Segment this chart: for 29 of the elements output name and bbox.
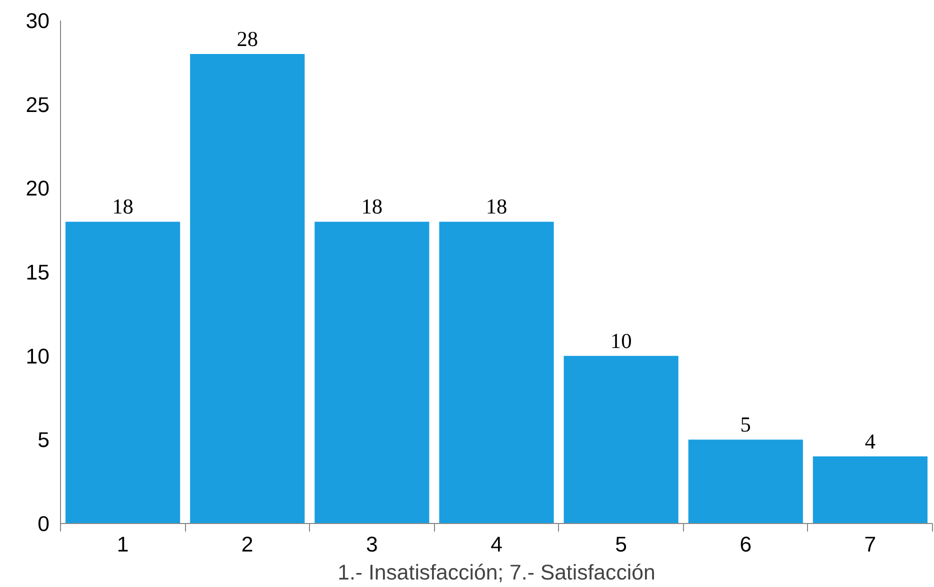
bar xyxy=(812,456,928,524)
bar xyxy=(190,54,305,524)
bar xyxy=(65,222,180,524)
x-tick-label: 4 xyxy=(490,532,503,556)
bar xyxy=(688,440,803,524)
data-label: 5 xyxy=(740,412,751,437)
y-tick-label: 0 xyxy=(38,512,50,536)
x-tick-label: 3 xyxy=(366,532,378,556)
data-label: 28 xyxy=(236,27,258,52)
data-label: 18 xyxy=(361,194,383,219)
x-tick-label: 6 xyxy=(740,532,752,556)
x-tick-label: 7 xyxy=(864,532,876,556)
bar xyxy=(564,356,678,524)
x-axis-title: 1.- Insatisfacción; 7.- Satisfacción xyxy=(338,560,656,584)
y-tick-label: 30 xyxy=(26,9,50,33)
data-label: 4 xyxy=(864,429,876,454)
data-label: 18 xyxy=(112,194,134,219)
x-tick-label: 2 xyxy=(241,532,254,556)
x-tick-label: 5 xyxy=(615,532,628,556)
x-tick-label: 1 xyxy=(116,532,129,556)
y-tick-label: 10 xyxy=(26,344,50,368)
bar xyxy=(439,222,554,524)
y-tick-label: 25 xyxy=(26,92,50,117)
y-tick-label: 15 xyxy=(26,260,50,284)
y-tick-label: 20 xyxy=(26,176,50,201)
bar xyxy=(314,222,430,524)
data-label: 10 xyxy=(610,328,632,353)
data-label: 18 xyxy=(486,194,508,219)
y-tick-label: 5 xyxy=(38,428,50,452)
